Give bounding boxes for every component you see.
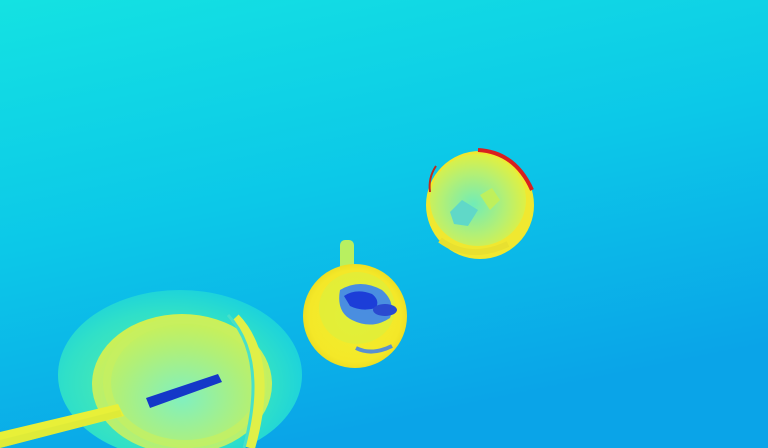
large-bowl-with-spoon: [0, 290, 302, 448]
small-cup: [426, 148, 534, 259]
mug-with-handle: [303, 240, 407, 368]
spoon-head: [146, 374, 222, 408]
